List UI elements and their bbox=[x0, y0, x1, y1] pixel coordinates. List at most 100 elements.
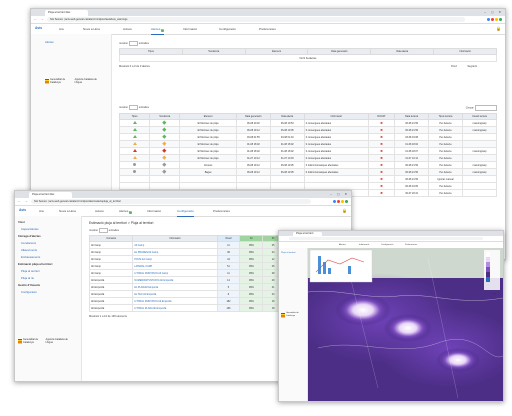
cell-empty bbox=[303, 175, 369, 183]
menu-informacio[interactable]: Informació bbox=[183, 27, 198, 31]
page-length-control[interactable]: mostrar entrades bbox=[119, 41, 149, 46]
table-row[interactable]: El Montsec de pluja 01-08 18:02 01-08 18:0… bbox=[118, 147, 497, 155]
menu-configuracio-3[interactable]: Configuració bbox=[381, 244, 394, 246]
sidebar-item-9: Gestió d'Usuaris bbox=[18, 283, 41, 287]
pluja-cell-2: 11 bbox=[216, 269, 241, 277]
sidebar-item-2: Càrrega d'alertes bbox=[18, 234, 41, 238]
lock-icon[interactable]: 🔒 bbox=[496, 26, 501, 31]
sidebar-item-5[interactable]: Embassaments bbox=[21, 255, 41, 259]
table-row[interactable]: El Montsec de pluja 06-08 20:02 06-08 19:5… bbox=[118, 119, 497, 127]
close-icon[interactable]: ✖ bbox=[380, 163, 383, 167]
url-field-3[interactable] bbox=[289, 237, 483, 240]
menu-preferencies-2[interactable]: Preferències bbox=[213, 209, 230, 213]
menu-avisos-2[interactable]: Avisos bbox=[95, 209, 104, 213]
menu-hora[interactable]: Nova a Hora bbox=[83, 27, 100, 31]
pluja-cell-2: 5 bbox=[216, 283, 241, 291]
cell-trend bbox=[149, 126, 181, 134]
page-length-select[interactable] bbox=[128, 41, 138, 46]
table-row[interactable]: El Montsec de pluja 03-08 01:55 03-08 01:4… bbox=[118, 133, 497, 141]
table-row[interactable]: El Montsec de pluja 31-07 10:12 31-07 10:0… bbox=[118, 154, 497, 162]
menu-configuracio[interactable]: Configuració bbox=[219, 27, 236, 31]
warning-triangle-icon bbox=[132, 135, 137, 138]
cell-trend bbox=[149, 119, 181, 127]
menu-alertes[interactable]: Alertes 6 bbox=[151, 24, 165, 35]
search-input[interactable] bbox=[475, 105, 497, 111]
cell-alert: 03-08 01:40 bbox=[269, 133, 305, 141]
back-forward-reload-icon[interactable]: ← → ⟳ bbox=[18, 199, 36, 203]
back-forward-reload-icon[interactable]: ← → ⟳ bbox=[34, 17, 52, 21]
sidebar-link-alertes[interactable]: Alertes bbox=[45, 40, 54, 44]
sidebar-item-8[interactable]: Pluja al riu bbox=[21, 276, 35, 280]
cell-empty bbox=[235, 175, 271, 183]
pluja-cell-1: LATERAL CAMP bbox=[132, 262, 218, 270]
table-row[interactable]: ✖ 06-08 19:05 Per defecte bbox=[118, 182, 497, 190]
table-row[interactable]: Gironès 06-08 19:12 06-08 19:05 0 Indicrono… bbox=[118, 161, 497, 169]
cell-read: 06-08 21:59 bbox=[394, 161, 430, 169]
sidebar-item-7[interactable]: Pluja al territori bbox=[21, 269, 40, 273]
cell-read: 01-08 18:07 bbox=[394, 147, 430, 155]
cell-empty bbox=[179, 175, 237, 183]
menu-alertes-3[interactable]: Alertes bbox=[339, 244, 346, 246]
cell-empty bbox=[303, 182, 369, 190]
app-logo-2[interactable]: Avís bbox=[19, 208, 27, 212]
cell-empty bbox=[149, 175, 181, 183]
table-row[interactable]: El Montsec de pluja 06-08 19:12 06-08 19:0… bbox=[118, 126, 497, 134]
table-row[interactable]: Bages 06-08 19:12 06-08 19:05 0 Indicronoma… bbox=[118, 168, 497, 176]
cell-gen: 01-08 18:02 bbox=[235, 147, 271, 155]
cell-docat: ✖ bbox=[367, 182, 396, 190]
extension-icons-2[interactable] bbox=[332, 199, 348, 203]
lock-icon[interactable]: 🔒 bbox=[342, 208, 347, 213]
close-icon[interactable]: ✖ bbox=[380, 184, 383, 188]
sidebar-item-3[interactable]: Inundacions bbox=[21, 241, 37, 245]
pluja-cell-3: 99% bbox=[239, 283, 264, 291]
table-row[interactable]: ✖ 06-08 21:59 Ignorar manual bbox=[118, 175, 497, 183]
pluja-cell-0: Alt Empordà bbox=[88, 297, 134, 305]
browser-tab[interactable]: Pluja al territori Aler bbox=[45, 10, 88, 16]
browser-tab-3[interactable]: Pluja al territori bbox=[293, 232, 322, 236]
menu-ara-2[interactable]: Ara bbox=[39, 209, 44, 213]
close-icon[interactable]: ✖ bbox=[380, 121, 383, 125]
cell-trend bbox=[149, 133, 181, 141]
window-controls-2[interactable]: – ▢ ✕ bbox=[330, 192, 349, 196]
prev-button[interactable]: Previ bbox=[451, 65, 457, 68]
table-row[interactable]: El Montsec de pluja 01-08 18:02 01-08 18:0… bbox=[118, 140, 497, 148]
close-icon[interactable]: ✖ bbox=[380, 170, 383, 174]
cell-read: 06-08 21:59 bbox=[394, 126, 430, 134]
app-logo[interactable]: Avís bbox=[35, 26, 43, 30]
cell-read: 30-07 20:31 bbox=[394, 189, 430, 197]
extension-icons[interactable] bbox=[486, 17, 502, 21]
menu-configuracio-2[interactable]: Configuració bbox=[177, 206, 194, 217]
url-field-2[interactable]: Not Secure | acw-web.gencat.cat/aler/crm… bbox=[31, 199, 311, 204]
menu-informacio-2[interactable]: Informació bbox=[147, 209, 162, 213]
menu-preferencies[interactable]: Preferències bbox=[259, 27, 276, 31]
menu-alertes-2[interactable]: Alertes 6 bbox=[119, 209, 133, 214]
close-icon[interactable]: ✖ bbox=[380, 135, 383, 139]
cell-user: manoingrasp bbox=[462, 147, 497, 155]
pluja-cell-2: 182 bbox=[216, 297, 241, 305]
pluja-cell-2: 44 bbox=[216, 255, 241, 263]
sidebar-item-1[interactable]: Capes/Alertes bbox=[21, 227, 39, 231]
close-icon[interactable]: ✖ bbox=[380, 128, 383, 132]
cell-docat: ✖ bbox=[367, 140, 396, 148]
close-icon[interactable]: ✖ bbox=[380, 156, 383, 160]
main-page-length-control[interactable]: mostrar entrades bbox=[119, 105, 149, 110]
sidebar-item-10[interactable]: Configuració bbox=[21, 290, 37, 294]
sidebar-item-4[interactable]: Allaus/ments bbox=[21, 248, 38, 252]
browser-tab-2[interactable]: Pluja al territori Aler bbox=[29, 192, 72, 198]
rain-radar-map[interactable] bbox=[308, 248, 503, 401]
url-field[interactable]: Not Secure | acw-web.gencat.cat/aler/crm… bbox=[47, 17, 465, 22]
menu-preferencies-3[interactable]: Preferències bbox=[405, 244, 418, 246]
menu-avisos[interactable]: Avisos bbox=[123, 27, 132, 31]
window-controls[interactable]: – ▢ ✕ bbox=[484, 10, 503, 14]
menu-hora-2[interactable]: Nova a Hora bbox=[59, 209, 76, 213]
close-icon[interactable]: ✖ bbox=[380, 177, 383, 181]
close-icon[interactable]: ✖ bbox=[380, 191, 383, 195]
page-length-control-2[interactable]: mostrar entrades bbox=[89, 228, 119, 233]
menu-informacio-3[interactable]: Informació bbox=[359, 244, 370, 246]
next-button[interactable]: Següent bbox=[467, 65, 477, 68]
menu-ara[interactable]: Ara bbox=[59, 27, 64, 31]
close-icon[interactable]: ✖ bbox=[380, 149, 383, 153]
close-icon[interactable]: ✖ bbox=[380, 142, 383, 146]
cell-docat: ✖ bbox=[367, 168, 396, 176]
cell-trend bbox=[149, 161, 181, 169]
